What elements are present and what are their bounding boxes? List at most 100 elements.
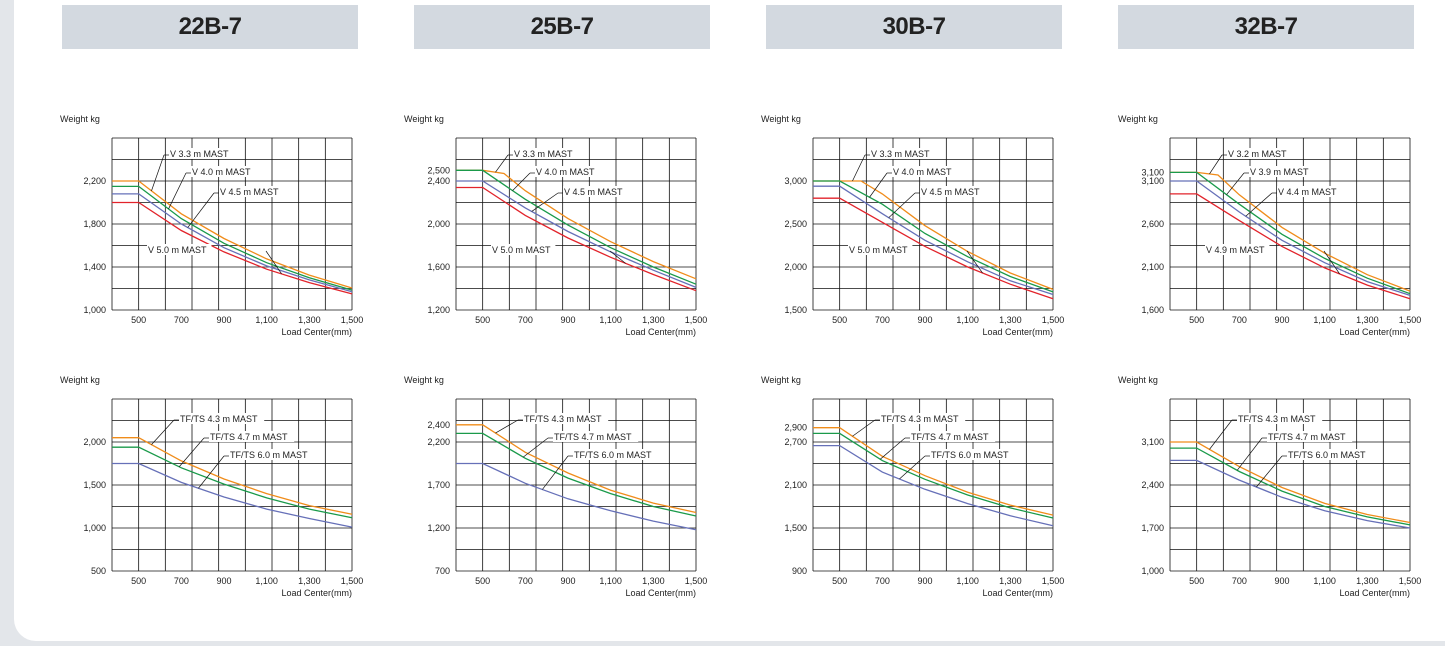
y-tick-label: 2,700	[784, 437, 807, 447]
callout-leader-line	[178, 437, 205, 467]
callout-label-background	[147, 244, 212, 255]
series-line-blue	[813, 185, 1054, 296]
chart-22b7-v-mast: Weight kg Load Center(mm) 500 700 900 1,100 1,…	[60, 114, 363, 337]
callout-leader-line	[265, 250, 282, 275]
x-tick-label: 700	[174, 576, 189, 586]
x-tick-label: 1,100	[599, 576, 622, 586]
series-callout-label: TF/TS 4.7 m MAST	[554, 432, 632, 442]
series-callout-label: V 4.5 m MAST	[564, 187, 623, 197]
x-tick-label: 1,500	[685, 576, 708, 586]
y-axis-label: Weight kg	[1118, 114, 1158, 124]
x-axis-label: Load Center(mm)	[982, 588, 1053, 598]
series-line-red	[456, 186, 697, 292]
x-tick-label: 700	[875, 576, 890, 586]
callout-label-background	[1249, 166, 1314, 177]
chart-32b7-tf-ts-mast: Weight kg Load Center(mm) 500 700 900 1,100 1,…	[1118, 375, 1421, 598]
series-line-orange	[456, 424, 697, 514]
series-callout-label: V 5.0 m MAST	[492, 245, 551, 255]
series-callout-label: TF/TS 6.0 m MAST	[931, 450, 1009, 460]
x-tick-label: 1,100	[1313, 576, 1336, 586]
x-tick-label: 1,100	[956, 315, 979, 325]
series-line-orange	[1170, 441, 1411, 524]
x-tick-label: 1,300	[1356, 315, 1379, 325]
x-tick-label: 900	[1274, 315, 1289, 325]
callout-label-background	[169, 148, 234, 159]
series-callout-label: V 4.4 m MAST	[1278, 187, 1337, 197]
series-line-blue	[1170, 459, 1411, 529]
y-tick-label: 2,400	[1141, 480, 1164, 490]
series-line-green	[1170, 447, 1411, 526]
callout-leader-line	[512, 172, 531, 191]
series-callout-label: TF/TS 4.3 m MAST	[180, 414, 258, 424]
x-axis-label: Load Center(mm)	[1339, 327, 1410, 337]
callout-label-background	[229, 449, 315, 460]
callout-leader-line	[852, 419, 876, 437]
series-callout-label: TF/TS 6.0 m MAST	[574, 450, 652, 460]
x-tick-label: 900	[917, 315, 932, 325]
callout-label-background	[870, 148, 935, 159]
series-callout-label: TF/TS 4.3 m MAST	[524, 414, 602, 424]
callout-label-background	[513, 148, 578, 159]
x-tick-label: 500	[131, 576, 146, 586]
y-tick-label: 900	[792, 566, 807, 576]
x-tick-label: 700	[518, 576, 533, 586]
series-callout-label: TF/TS 4.7 m MAST	[1268, 432, 1346, 442]
x-axis-label: Load Center(mm)	[281, 588, 352, 598]
series-line-red	[1170, 193, 1411, 300]
x-axis-label: Load Center(mm)	[281, 327, 352, 337]
y-tick-label: 1,200	[427, 305, 450, 315]
y-tick-label: 1,600	[427, 262, 450, 272]
series-line-orange	[456, 169, 697, 280]
callout-label-background	[880, 413, 966, 424]
x-tick-label: 1,500	[341, 576, 364, 586]
series-line-orange	[1170, 171, 1411, 292]
x-tick-label: 1,500	[1399, 315, 1422, 325]
series-callout-label: V 3.3 m MAST	[871, 149, 930, 159]
series-callout-label: TF/TS 6.0 m MAST	[230, 450, 308, 460]
y-tick-label: 1,200	[427, 523, 450, 533]
callout-leader-line	[151, 154, 165, 191]
x-tick-label: 500	[475, 576, 490, 586]
x-tick-label: 1,100	[956, 576, 979, 586]
x-tick-label: 1,500	[1042, 576, 1065, 586]
x-tick-label: 500	[1189, 315, 1204, 325]
callout-label-background	[930, 449, 1016, 460]
series-callout-label: V 4.9 m MAST	[1206, 245, 1265, 255]
x-tick-label: 1,300	[642, 315, 665, 325]
x-tick-label: 1,500	[341, 315, 364, 325]
callout-label-background	[573, 449, 659, 460]
callout-label-background	[920, 186, 985, 197]
series-callout-label: TF/TS 4.7 m MAST	[911, 432, 989, 442]
series-line-green	[813, 432, 1054, 519]
y-tick-label: 2,200	[427, 437, 450, 447]
callout-label-background	[1287, 449, 1373, 460]
callout-label-background	[1237, 413, 1323, 424]
x-tick-label: 1,500	[1399, 576, 1422, 586]
x-tick-label: 500	[832, 576, 847, 586]
y-axis-label: Weight kg	[60, 114, 100, 124]
y-axis-label: Weight kg	[404, 375, 444, 385]
x-tick-label: 1,500	[685, 315, 708, 325]
callout-leader-line	[531, 192, 559, 212]
callout-label-background	[892, 166, 957, 177]
y-tick-label: 2,600	[1141, 219, 1164, 229]
y-tick-label: 1,600	[1141, 305, 1164, 315]
x-tick-label: 1,300	[642, 576, 665, 586]
x-tick-label: 1,100	[599, 315, 622, 325]
y-tick-label: 1,500	[83, 480, 106, 490]
callout-label-background	[491, 244, 556, 255]
y-axis-label: Weight kg	[761, 375, 801, 385]
y-tick-label: 3,100	[1141, 437, 1164, 447]
series-line-red	[112, 201, 353, 295]
y-tick-label: 3,100	[1141, 167, 1164, 177]
x-tick-label: 1,100	[255, 576, 278, 586]
x-tick-label: 500	[832, 315, 847, 325]
y-tick-label: 1,700	[1141, 523, 1164, 533]
series-callout-label: TF/TS 6.0 m MAST	[1288, 450, 1366, 460]
y-tick-label: 2,100	[1141, 262, 1164, 272]
y-tick-label: 700	[435, 566, 450, 576]
model-header-22b7: 22B-7	[62, 5, 358, 49]
series-line-blue	[112, 462, 353, 528]
callout-label-background	[848, 244, 913, 255]
series-line-orange	[112, 180, 353, 289]
